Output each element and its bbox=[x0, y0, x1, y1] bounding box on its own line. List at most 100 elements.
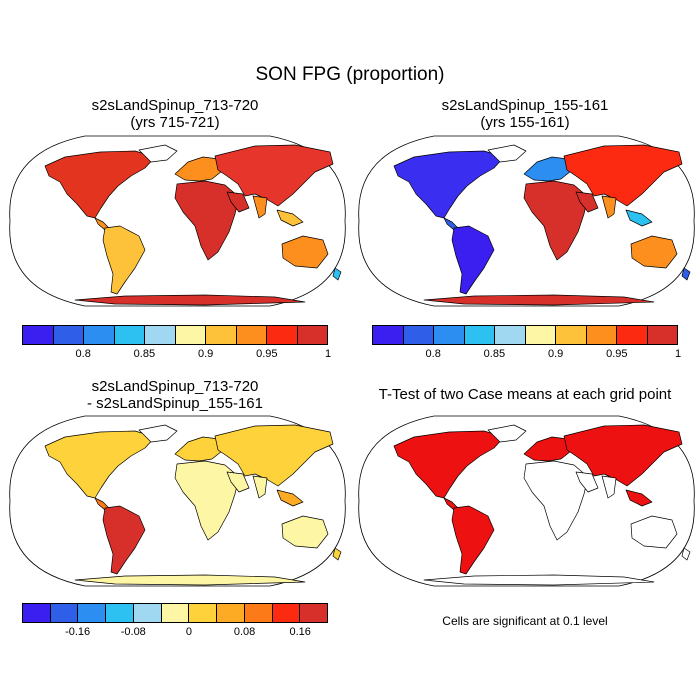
continent-greenland bbox=[138, 144, 178, 163]
continent-arabia bbox=[226, 471, 250, 493]
colorbar-swatch bbox=[106, 604, 134, 622]
continent-antarctica bbox=[423, 294, 655, 306]
continent-north-america bbox=[44, 430, 156, 499]
colorbar-swatch bbox=[300, 604, 328, 622]
continent-north-america bbox=[393, 430, 505, 499]
colorbar-tick-label: 0.8 bbox=[425, 348, 441, 360]
colorbar-tick-label: 0.9 bbox=[547, 348, 564, 360]
continent-africa bbox=[523, 460, 589, 541]
significance-note: Cells are significant at 0.1 level bbox=[442, 614, 608, 628]
continent-africa bbox=[174, 460, 240, 541]
colorbar-swatch bbox=[217, 604, 245, 622]
continent-africa bbox=[174, 180, 240, 261]
colorbar-swatch bbox=[617, 326, 648, 344]
colorbar-swatch bbox=[267, 326, 298, 344]
panel-1-title: s2sLandSpinup_713-720 (yrs 715-721) bbox=[5, 97, 345, 131]
continent-asia bbox=[214, 144, 334, 207]
panel-2-title-line2: (yrs 155-161) bbox=[480, 114, 570, 131]
continent-south-america bbox=[451, 505, 495, 575]
continent-arabia bbox=[226, 191, 250, 213]
continent-southeast-asia bbox=[276, 209, 304, 227]
panel-3-title: s2sLandSpinup_713-720 - s2sLandSpinup_15… bbox=[5, 378, 345, 412]
colorbar-swatch bbox=[464, 326, 495, 344]
panel-3-title-line1: s2sLandSpinup_713-720 bbox=[91, 378, 259, 395]
colorbar-tick-label: 0.85 bbox=[483, 348, 506, 360]
colorbar-swatch bbox=[114, 326, 145, 344]
colorbar-tick-label: 0 bbox=[185, 626, 192, 638]
continent-asia bbox=[563, 424, 683, 487]
map-panel-4 bbox=[358, 415, 695, 587]
continent-south-america bbox=[102, 505, 146, 575]
colorbar-absolute-left bbox=[22, 325, 328, 345]
colorbar-swatch bbox=[272, 604, 301, 622]
colorbar-tick-label: 0.16 bbox=[289, 626, 311, 638]
continent-new-zealand bbox=[681, 547, 691, 561]
continent-australia bbox=[630, 515, 678, 549]
continent-new-zealand bbox=[332, 267, 342, 281]
panel-1-title-line2: (yrs 715-721) bbox=[130, 114, 220, 131]
colorbar-tick-label: 1 bbox=[324, 348, 332, 360]
colorbar-swatch bbox=[145, 326, 176, 344]
colorbar-swatch bbox=[161, 604, 190, 622]
continent-antarctica bbox=[74, 294, 306, 306]
continent-india bbox=[252, 195, 268, 219]
colorbar-swatch bbox=[206, 326, 237, 344]
panel-3-title-line2: - s2sLandSpinup_155-161 bbox=[87, 395, 263, 412]
colorbar-swatch bbox=[297, 326, 327, 344]
continent-greenland bbox=[487, 424, 527, 443]
continent-australia bbox=[281, 235, 329, 269]
colorbar-tick-label: -0.16 bbox=[65, 626, 91, 638]
continent-new-zealand bbox=[681, 267, 691, 281]
colorbar-tick-label: 0.9 bbox=[197, 348, 214, 360]
colorbar-swatch bbox=[53, 326, 84, 344]
colorbar-swatch bbox=[244, 604, 273, 622]
continent-india bbox=[252, 475, 268, 499]
continent-south-america bbox=[102, 225, 146, 295]
continent-asia bbox=[214, 424, 334, 487]
continent-australia bbox=[281, 515, 329, 549]
colorbar-swatch bbox=[647, 326, 677, 344]
colorbar-swatch bbox=[236, 326, 267, 344]
colorbar-swatch bbox=[84, 326, 115, 344]
continent-arabia bbox=[575, 191, 599, 213]
colorbar-swatch bbox=[23, 604, 51, 622]
colorbar-tick-label: 0.8 bbox=[75, 348, 91, 360]
colorbar-swatch bbox=[373, 326, 404, 344]
colorbar-swatch bbox=[556, 326, 587, 344]
continent-southeast-asia bbox=[625, 489, 653, 507]
continent-australia bbox=[630, 235, 678, 269]
colorbar-swatch bbox=[50, 604, 79, 622]
colorbar-absolute-right bbox=[372, 325, 678, 345]
continent-greenland bbox=[138, 424, 178, 443]
colorbar-absolute-right-ticks: 0.8 0.85 0.9 0.95 1 bbox=[372, 348, 682, 364]
colorbar-swatch bbox=[434, 326, 465, 344]
continent-africa bbox=[523, 180, 589, 261]
figure-title: SON FPG (proportion) bbox=[255, 64, 445, 85]
colorbar-swatch bbox=[175, 326, 206, 344]
colorbar-swatch bbox=[189, 604, 218, 622]
continent-south-america bbox=[451, 225, 495, 295]
colorbar-tick-label: 0.95 bbox=[256, 348, 278, 360]
continent-greenland bbox=[487, 144, 527, 163]
colorbar-tick-label: 0.95 bbox=[606, 348, 628, 360]
colorbar-swatch bbox=[525, 326, 556, 344]
panel-2-title-line1: s2sLandSpinup_155-161 bbox=[441, 97, 609, 114]
colorbar-tick-label: 0.85 bbox=[133, 348, 156, 360]
continent-new-zealand bbox=[332, 547, 342, 561]
panel-2-title: s2sLandSpinup_155-161 (yrs 155-161) bbox=[355, 97, 695, 131]
colorbar-swatch bbox=[586, 326, 617, 344]
colorbar-absolute-left-ticks: 0.8 0.85 0.9 0.95 1 bbox=[22, 348, 332, 364]
colorbar-tick-label: 1 bbox=[674, 348, 682, 360]
continent-asia bbox=[563, 144, 683, 207]
continent-north-america bbox=[44, 150, 156, 219]
panel-4-title-line1: T-Test of two Case means at each grid po… bbox=[378, 386, 672, 403]
continent-india bbox=[601, 195, 617, 219]
colorbar-swatch bbox=[133, 604, 162, 622]
continent-north-america bbox=[393, 150, 505, 219]
colorbar-swatch bbox=[23, 326, 54, 344]
continent-arabia bbox=[575, 471, 599, 493]
colorbar-swatch bbox=[403, 326, 434, 344]
map-panel-2 bbox=[358, 135, 695, 307]
continent-antarctica bbox=[423, 574, 655, 586]
colorbar-difference-ticks: -0.16 -0.08 0 0.08 0.16 bbox=[22, 626, 328, 642]
